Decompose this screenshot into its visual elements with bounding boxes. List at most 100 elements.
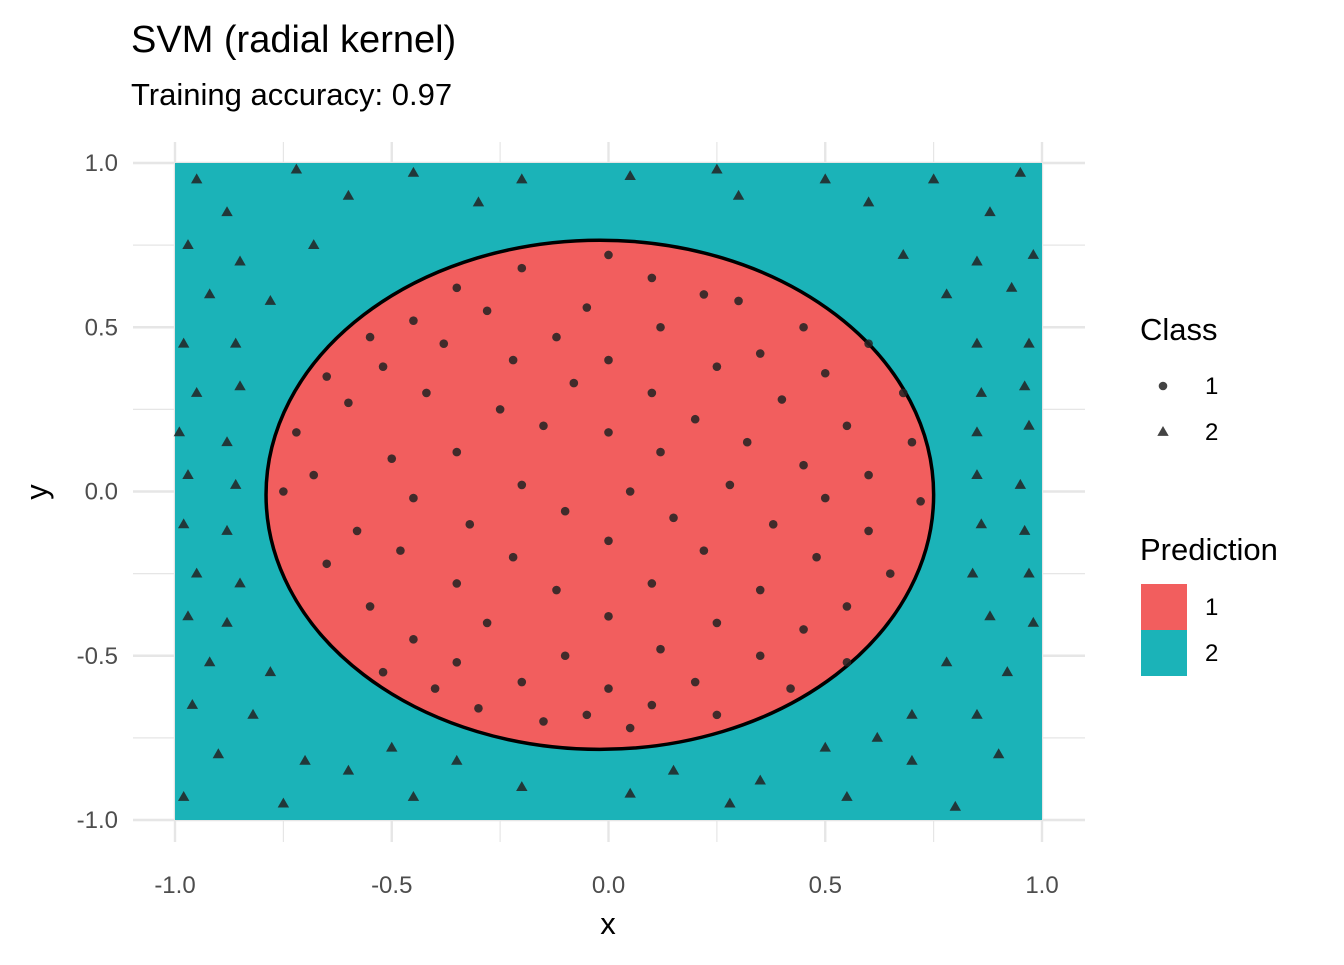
y-tick-label: -0.5: [77, 643, 118, 670]
x-tick-label: 0.5: [809, 872, 842, 899]
y-tick-label: 0.5: [85, 314, 118, 341]
data-point-class-1: [768, 520, 778, 529]
legend-key-triangle: [1157, 426, 1169, 436]
data-point-class-2: [407, 166, 420, 177]
data-point-class-2: [819, 741, 831, 752]
legend-title-prediction: Prediction: [1140, 532, 1278, 567]
data-point-class-2: [182, 469, 194, 479]
data-point-class-2: [177, 337, 190, 348]
data-point-class-1: [452, 283, 462, 293]
data-point-class-2: [203, 288, 216, 299]
data-point-class-1: [517, 677, 527, 687]
data-point-class-2: [229, 478, 242, 489]
data-point-class-1: [409, 493, 418, 503]
data-point-class-1: [699, 546, 709, 555]
data-point-class-1: [604, 428, 613, 437]
data-point-class-1: [625, 723, 635, 733]
data-point-class-1: [898, 388, 908, 398]
chart-subtitle: Training accuracy: 0.97: [131, 77, 452, 112]
data-point-class-2: [940, 288, 953, 299]
data-point-class-1: [439, 339, 449, 348]
data-point-class-2: [472, 196, 485, 207]
data-point-class-1: [309, 470, 319, 480]
data-point-class-1: [465, 520, 475, 529]
data-point-class-1: [842, 421, 852, 431]
data-point-class-1: [582, 303, 592, 312]
data-point-class-2: [624, 787, 636, 798]
prediction-regions: [175, 163, 1042, 820]
data-point-class-2: [711, 163, 723, 174]
data-point-class-2: [173, 426, 186, 437]
data-point-class-2: [971, 426, 983, 437]
data-point-class-1: [539, 421, 548, 431]
data-point-class-1: [656, 447, 665, 457]
data-point-class-2: [1005, 281, 1018, 292]
data-point-class-2: [841, 791, 853, 801]
data-point-class-2: [871, 731, 883, 742]
legend-title-class: Class: [1140, 312, 1218, 347]
data-point-class-2: [234, 577, 246, 588]
data-point-class-2: [862, 196, 875, 207]
data-point-class-2: [212, 748, 225, 759]
data-point-class-1: [474, 704, 483, 713]
data-point-class-2: [1023, 567, 1035, 578]
data-point-class-1: [647, 579, 657, 588]
data-point-class-2: [234, 255, 246, 266]
data-point-class-1: [916, 497, 925, 506]
data-point-class-2: [971, 337, 983, 348]
data-point-class-1: [422, 388, 431, 398]
x-axis-title: x: [600, 906, 616, 941]
data-point-class-1: [842, 602, 852, 611]
data-point-class-1: [842, 658, 852, 667]
data-point-class-1: [755, 349, 765, 358]
data-point-class-1: [517, 480, 527, 490]
data-point-class-1: [647, 700, 657, 710]
data-point-class-1: [647, 273, 657, 283]
data-point-class-2: [516, 781, 528, 792]
data-point-class-2: [971, 708, 983, 719]
data-point-class-1: [569, 378, 579, 388]
data-point-class-1: [712, 362, 722, 371]
data-point-class-2: [975, 518, 988, 529]
data-point-class-1: [409, 316, 418, 325]
data-point-class-1: [812, 552, 821, 562]
data-point-class-1: [907, 437, 917, 447]
data-point-class-1: [690, 414, 700, 424]
data-point-class-2: [221, 524, 233, 535]
data-point-class-1: [378, 667, 388, 677]
data-point-class-1: [656, 644, 665, 654]
data-point-class-2: [1001, 666, 1014, 677]
data-point-class-1: [508, 355, 518, 365]
legend: Class 1 2 Prediction 1 2: [1140, 312, 1278, 676]
data-point-class-2: [221, 206, 233, 217]
y-axis-title: y: [19, 484, 54, 500]
data-point-class-2: [516, 173, 528, 184]
y-tick-label: -1.0: [77, 807, 118, 834]
data-point-class-1: [712, 710, 722, 720]
x-tick-label: -1.0: [154, 872, 195, 899]
data-point-class-1: [777, 395, 787, 404]
data-point-class-1: [396, 546, 405, 555]
data-point-class-1: [755, 585, 765, 595]
data-point-class-2: [299, 754, 311, 765]
data-point-class-2: [971, 469, 983, 479]
data-point-class-1: [582, 710, 592, 720]
data-point-class-1: [560, 506, 570, 516]
data-point-class-1: [482, 618, 492, 628]
legend-label-class: 2: [1205, 419, 1218, 446]
data-point-class-1: [604, 355, 613, 365]
data-point-class-1: [699, 290, 709, 299]
data-point-class-2: [966, 567, 979, 578]
data-point-class-2: [407, 791, 420, 801]
x-tick-label: 1.0: [1025, 872, 1058, 899]
data-point-class-1: [885, 569, 895, 578]
x-tick-label: 0.0: [592, 872, 625, 899]
data-point-class-1: [647, 388, 657, 398]
data-point-class-1: [552, 585, 561, 595]
data-point-class-1: [452, 447, 462, 457]
data-point-class-2: [732, 189, 745, 200]
data-point-class-1: [378, 362, 388, 371]
data-point-class-2: [451, 754, 463, 765]
data-point-class-1: [452, 579, 462, 588]
